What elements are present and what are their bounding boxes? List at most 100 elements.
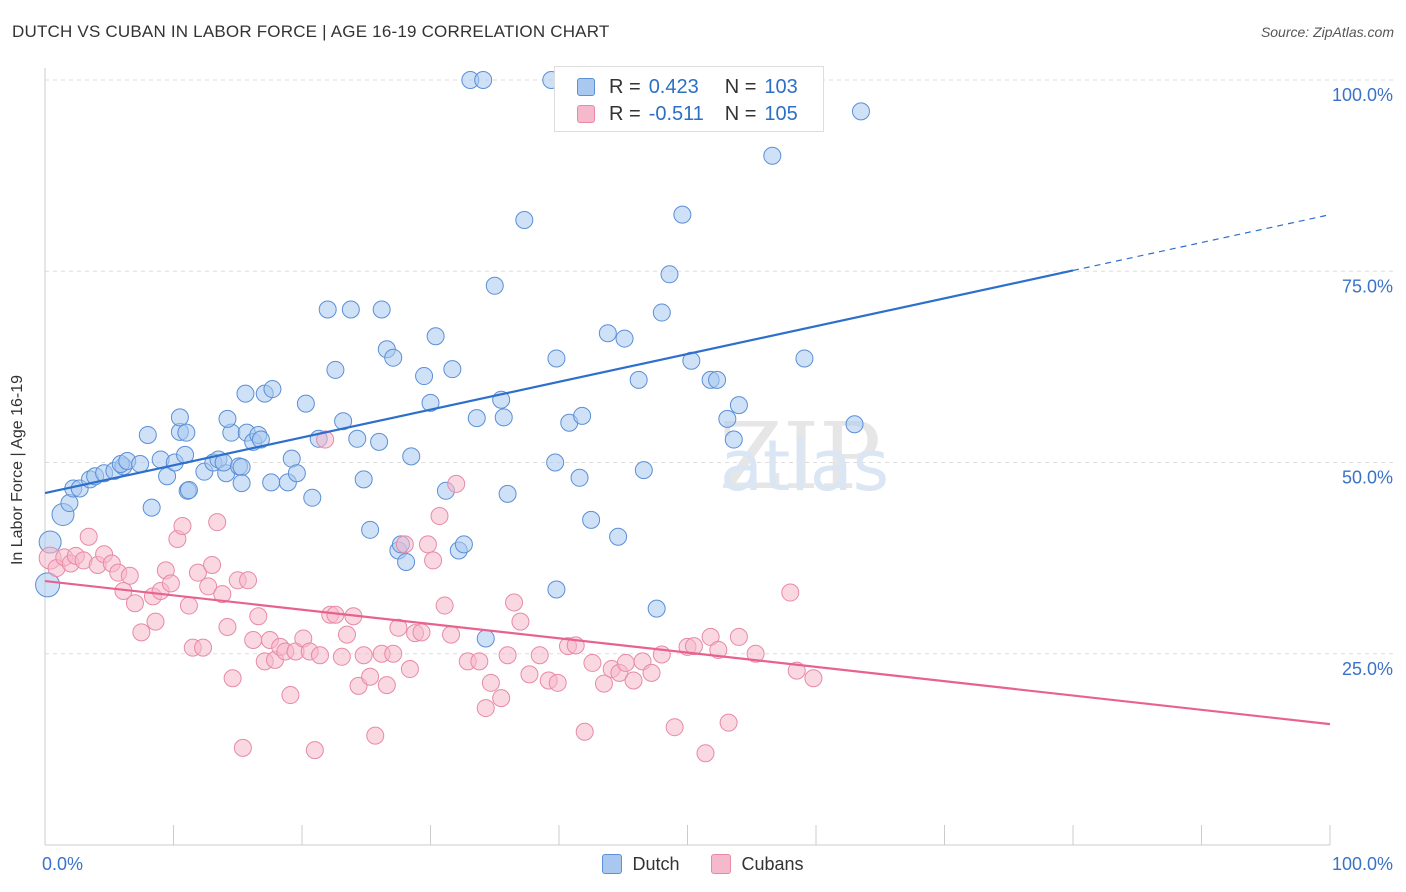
cuban-point: [249, 607, 268, 626]
dutch-point: [138, 425, 157, 444]
dutch-point: [236, 384, 255, 403]
dutch-point: [546, 453, 565, 472]
dutch-point: [615, 329, 634, 348]
cuban-point: [412, 623, 431, 642]
legend-cubans-label: Cubans: [741, 853, 804, 874]
dutch-point: [334, 412, 353, 431]
dutch-point: [763, 146, 782, 165]
cuban-point: [203, 556, 222, 575]
cuban-point: [498, 646, 517, 665]
cuban-point: [709, 640, 728, 659]
cuban-point: [188, 563, 207, 582]
dutch-swatch: [602, 854, 623, 874]
cuban-point: [665, 718, 684, 737]
cuban-point: [505, 593, 524, 612]
x-tick-label: 0.0%: [42, 854, 83, 874]
watermark-atlas: atlas: [720, 425, 889, 507]
dutch-point: [515, 210, 534, 229]
legend-item-dutch: Dutch: [602, 852, 679, 876]
cuban-trend-line: [44, 579, 1331, 726]
dutch-point: [547, 580, 566, 599]
cuban-point: [208, 513, 227, 532]
cuban-point: [239, 571, 258, 590]
dutch-point: [326, 360, 345, 379]
dutch-point: [426, 327, 445, 346]
legend-r-value: -0.511: [648, 102, 704, 125]
cuban-point: [213, 585, 232, 604]
cuban-point: [361, 667, 380, 686]
cuban-point: [418, 535, 437, 554]
cuban-point: [337, 625, 356, 644]
dutch-point: [372, 300, 391, 319]
dutch-point: [724, 430, 743, 449]
axes: [44, 68, 1331, 846]
dutch-point: [287, 464, 306, 483]
legend-row-dutch: R = 0.423 N = 103: [577, 75, 798, 99]
dutch-point: [303, 488, 322, 507]
dutch-point: [673, 205, 692, 224]
dutch-point: [629, 370, 648, 389]
cuban-point: [366, 726, 385, 745]
cuban-point: [377, 676, 396, 695]
cuban-point: [132, 623, 151, 642]
dutch-point: [494, 408, 513, 427]
dutch-point: [402, 447, 421, 466]
dutch-point: [296, 394, 315, 413]
cuban-point: [305, 741, 324, 760]
cuban-point: [642, 663, 661, 682]
legend-r-value: 0.423: [648, 75, 699, 98]
cuban-point: [435, 596, 454, 615]
cuban-point: [575, 722, 594, 741]
legend-n-label: N =: [724, 75, 757, 98]
cuban-point: [616, 653, 635, 672]
cuban-point: [430, 507, 449, 526]
cuban-point: [316, 430, 335, 449]
dutch-point: [845, 415, 864, 434]
cuban-point: [281, 686, 300, 705]
y-tick-label: 100.0%: [1332, 85, 1393, 105]
dutch-point: [232, 458, 251, 477]
cuban-point: [583, 653, 602, 672]
legend-n-value: 105: [764, 102, 798, 125]
cuban-point: [199, 577, 218, 596]
dutch-point: [415, 367, 434, 386]
dutch-point: [652, 303, 671, 322]
dutch-point: [354, 470, 373, 489]
cuban-point: [194, 638, 213, 657]
legend-n-value: 103: [764, 75, 798, 98]
cuban-point: [424, 551, 443, 570]
dutch-point: [131, 455, 150, 474]
y-tick-label: 25.0%: [1342, 659, 1393, 679]
cuban-point: [447, 474, 466, 493]
dutch-trend-extension: [1072, 214, 1331, 272]
cuban-point: [310, 646, 329, 665]
chart-title: DUTCH VS CUBAN IN LABOR FORCE | AGE 16-1…: [12, 22, 610, 41]
dutch-point: [263, 380, 282, 399]
dutch-point: [573, 406, 592, 425]
cuban-point: [120, 566, 139, 585]
cuban-point: [244, 630, 263, 649]
cuban-point: [470, 652, 489, 671]
dutch-point: [179, 481, 198, 500]
cuban-point: [384, 644, 403, 663]
dutch-point: [598, 324, 617, 343]
cuban-point: [729, 627, 748, 646]
legend-item-cubans: Cubans: [711, 852, 804, 876]
cuban-point: [332, 647, 351, 666]
cuban-point: [511, 612, 530, 631]
legend-n-label: N =: [724, 102, 757, 125]
cuban-point: [696, 744, 715, 763]
dutch-point: [795, 349, 814, 368]
cuban-point: [520, 665, 539, 684]
cuban-point: [179, 596, 198, 615]
cuban-point: [719, 713, 738, 732]
cuban-swatch: [711, 854, 732, 874]
cuban-point: [79, 527, 98, 546]
trend-lines: [44, 214, 1331, 726]
cuban-point: [476, 699, 495, 718]
series-legend: Dutch Cubans: [0, 852, 1406, 876]
x-tick-label: 100.0%: [1332, 854, 1393, 874]
dutch-point: [177, 423, 196, 442]
dutch-point: [718, 409, 737, 428]
